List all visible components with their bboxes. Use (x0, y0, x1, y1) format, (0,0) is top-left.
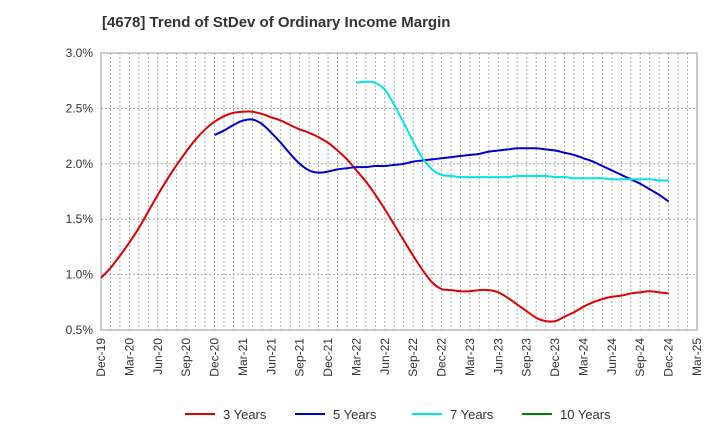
x-tick-label: Dec-20 (208, 338, 222, 377)
x-tick-label: Sep-21 (293, 338, 307, 377)
x-tick-label: Dec-23 (548, 338, 562, 377)
x-tick-label: Mar-22 (349, 338, 363, 376)
grid (100, 52, 698, 331)
y-tick-label: 0.5% (66, 323, 94, 337)
legend-label: 3 Years (223, 407, 267, 422)
x-tick-label: Mar-24 (576, 338, 590, 376)
series-layer (100, 80, 670, 323)
x-tick-label: Jun-23 (491, 338, 505, 375)
x-tick-label: Sep-23 (520, 338, 534, 377)
plot-frame (100, 52, 698, 331)
x-tick-label: Dec-19 (94, 338, 108, 377)
x-tick-label: Jun-21 (264, 338, 278, 375)
legend-label: 7 Years (450, 407, 494, 422)
y-tick-label: 3.0% (66, 46, 94, 60)
x-tick-label: Mar-25 (690, 338, 704, 376)
x-tick-label: Dec-21 (321, 338, 335, 377)
series-line-3-years (100, 110, 669, 323)
y-tick-label: 2.0% (66, 157, 94, 171)
x-tick-label: Mar-20 (122, 338, 136, 376)
series-line-5-years (214, 118, 670, 203)
x-tick-label: Jun-20 (151, 338, 165, 375)
y-tick-label: 1.5% (66, 212, 94, 226)
x-tick-label: Sep-24 (633, 338, 647, 377)
y-tick-label: 1.0% (66, 268, 94, 282)
x-tick-label: Dec-22 (435, 338, 449, 377)
y-axis: 0.5% 1.0% 1.5% 2.0% 2.5% 3.0% (66, 46, 94, 337)
legend: 3 Years 5 Years 7 Years 10 Years (185, 407, 611, 422)
legend-label: 10 Years (560, 407, 611, 422)
chart-title: [4678] Trend of StDev of Ordinary Income… (102, 14, 451, 31)
x-tick-label: Jun-22 (378, 338, 392, 375)
x-tick-label: Sep-20 (179, 338, 193, 377)
x-tick-label: Jun-24 (605, 338, 619, 375)
x-tick-label: Dec-24 (662, 338, 676, 377)
x-axis: Dec-19 Mar-20 Jun-20 Sep-20 Dec-20 Mar-21 Jun-… (94, 338, 704, 377)
y-tick-label: 2.5% (66, 101, 94, 115)
legend-label: 5 Years (333, 407, 377, 422)
series-line-7-years (356, 80, 669, 182)
x-tick-label: Mar-23 (463, 338, 477, 376)
x-tick-label: Sep-22 (406, 338, 420, 377)
x-tick-label: Mar-21 (236, 338, 250, 376)
